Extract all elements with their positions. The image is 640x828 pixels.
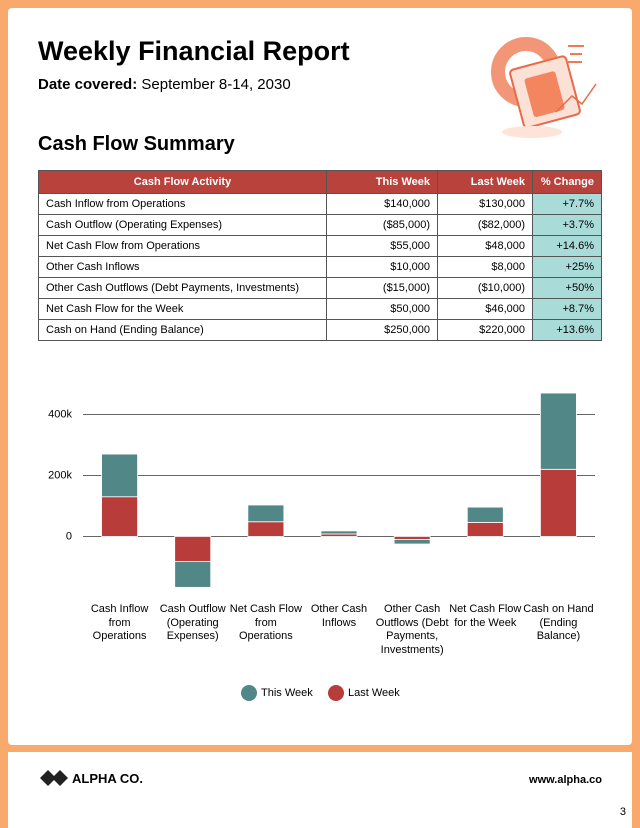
cell: Cash Outflow (Operating Expenses) (38, 214, 327, 236)
column-header: Cash Flow Activity (38, 170, 327, 194)
row: Other Cash Outflows (Debt Payments, Inve… (38, 277, 602, 299)
cell: $10,000 (326, 256, 438, 278)
bar (393, 535, 431, 540)
cell: Other Cash Outflows (Debt Payments, Inve… (38, 277, 327, 299)
x-tick-label: Cash on Hand (Ending Balance) (523, 603, 594, 642)
bar (101, 496, 138, 537)
x-tick-label: Net Cash Flow from Operations (229, 603, 302, 642)
cell: ($82,000) (437, 214, 533, 236)
cell: ($10,000) (437, 277, 533, 299)
cell: $55,000 (326, 235, 438, 257)
date-line: Date covered: September 8-14, 2030 (38, 76, 291, 93)
logo (40, 770, 68, 786)
y-tick-label: 400k (48, 408, 72, 420)
column-header: This Week (326, 170, 438, 194)
bar (174, 535, 212, 562)
cell: +25% (532, 256, 602, 278)
bar (247, 504, 285, 523)
cell: +7.7% (532, 193, 602, 215)
cell: $46,000 (437, 298, 533, 320)
row: Other Cash Inflows $10,000 $8,000 +25% (38, 256, 602, 278)
bar (393, 539, 431, 545)
cell: Cash Inflow from Operations (38, 193, 327, 215)
row: Net Cash Flow from Operations $55,000 $48,… (38, 235, 602, 257)
brand: ALPHA CO. (72, 771, 144, 786)
cell: +8.7% (532, 298, 602, 320)
cell: ($15,000) (326, 277, 438, 299)
row: Cash Outflow (Operating Expenses) ($85,00… (38, 214, 602, 236)
cell: $48,000 (437, 235, 533, 257)
x-tick-label: Cash Outflow (Operating Expenses) (159, 603, 226, 642)
header-row: Cash Flow Activity This Week Last Week% Ch… (38, 170, 602, 194)
cell: ($85,000) (326, 214, 438, 236)
bar (320, 530, 358, 535)
bar (174, 561, 212, 588)
cell: $140,000 (326, 193, 438, 215)
bar (540, 468, 577, 537)
date: September 8-14, 2030 (141, 76, 291, 93)
legend-label: This Week (261, 687, 313, 699)
legend-label: Last Week (348, 687, 400, 699)
row: Cash Inflow from Operations $140,000 $130,… (38, 193, 602, 215)
column-header: Last Week (437, 170, 533, 194)
cell: $50,000 (326, 298, 438, 320)
cell: $8,000 (437, 256, 533, 278)
date-label: Date covered: (38, 76, 138, 93)
cell: +13.6% (532, 319, 602, 341)
section-title: Cash Flow Summary (38, 133, 235, 155)
url: www.alpha.co (529, 774, 602, 786)
cell: Net Cash Flow for the Week (38, 298, 327, 320)
cell: +3.7% (532, 214, 602, 236)
cell: Other Cash Inflows (38, 256, 327, 278)
bar (466, 521, 504, 537)
legend-swatch (328, 685, 344, 701)
cell: +50% (532, 277, 602, 299)
cell: Net Cash Flow from Operations (38, 235, 327, 257)
x-tick-label: Net Cash Flow for the Week (449, 603, 522, 629)
cell: +14.6% (532, 235, 602, 257)
bar (247, 521, 285, 537)
row: Cash on Hand (Ending Balance) $250,000 $22… (38, 319, 602, 341)
x-tick-label: Other Cash Inflows (310, 603, 368, 629)
x-tick-label: Other Cash Outflows (Debt Payments, Inve… (375, 603, 449, 656)
y-tick-label: 0 (66, 530, 72, 542)
cell: $220,000 (437, 319, 533, 341)
cell: $130,000 (437, 193, 533, 215)
cell: $250,000 (326, 319, 438, 341)
table: Cash Flow Activity This Week Last Week% Ch… (38, 170, 602, 341)
legend-swatch (241, 685, 257, 701)
x-tick-label: Cash Inflow from Operations (90, 603, 149, 642)
page-number: 3 (619, 806, 626, 818)
bar (466, 506, 504, 523)
footer-card (8, 752, 632, 828)
illustration (491, 37, 597, 138)
y-tick-label: 200k (48, 469, 72, 481)
chart: 0 200k 400k This Week Last Week (48, 392, 595, 701)
column-header: % Change (532, 170, 602, 194)
bar (101, 453, 138, 498)
title: Weekly Financial Report (38, 36, 350, 66)
cell: Cash on Hand (Ending Balance) (38, 319, 327, 341)
row: Net Cash Flow for the Week $50,000 $46,000… (38, 298, 602, 320)
bar (540, 392, 577, 470)
